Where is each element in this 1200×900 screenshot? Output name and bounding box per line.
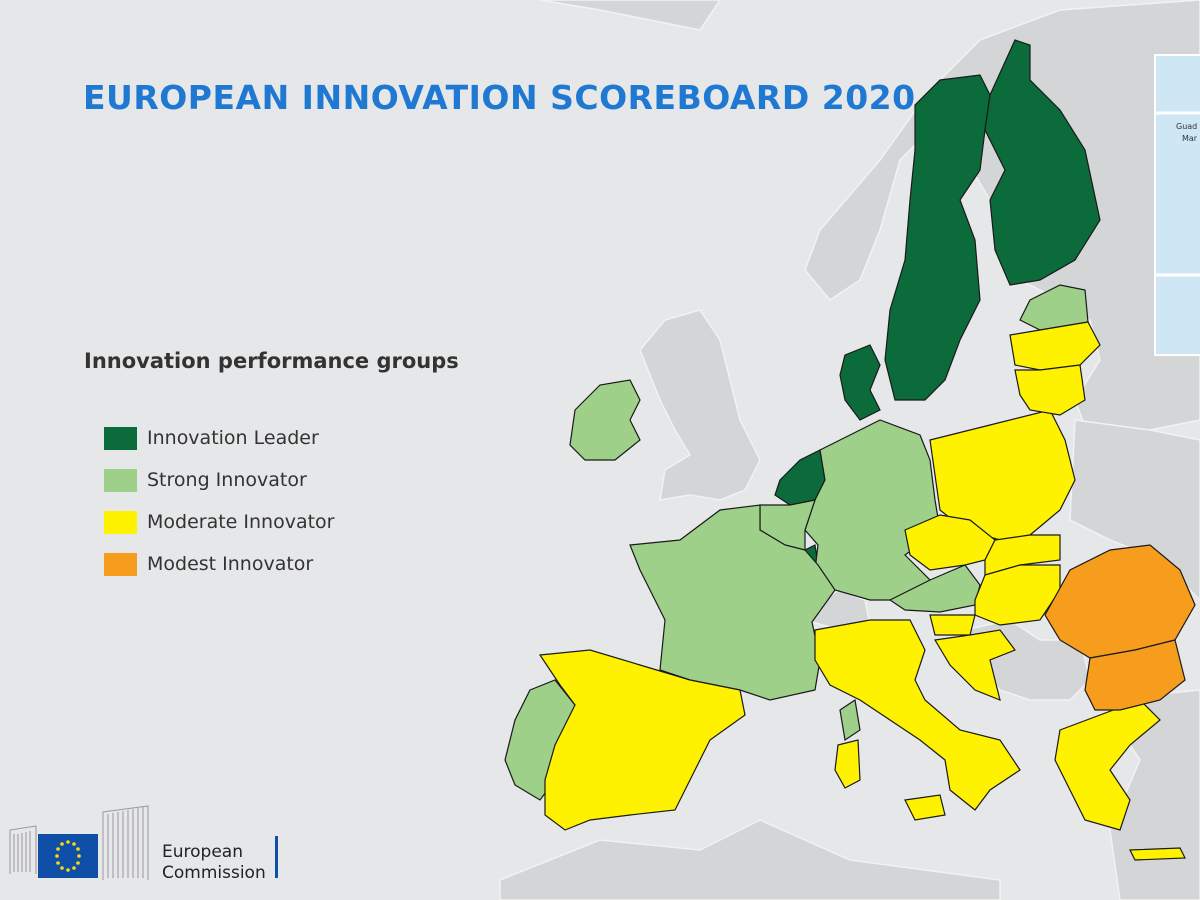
inset-label-1: Guad (1176, 122, 1198, 131)
legend-heading: Innovation performance groups (84, 349, 459, 373)
legend-swatch-modest-innovator (104, 552, 137, 576)
legend-item-moderate-innovator: Moderate Innovator (104, 508, 335, 536)
sicily (904, 794, 946, 821)
italy (814, 619, 1021, 811)
legend-item-innovation-leader: Innovation Leader (104, 424, 319, 452)
ec-wordmark: European Commission (162, 842, 266, 884)
innovation-leaders (774, 39, 1101, 569)
corsica (839, 698, 861, 742)
non-eu-land (499, 0, 1200, 900)
inset-label-2: Mar (1182, 134, 1198, 143)
legend-item-modest-innovator: Modest Innovator (104, 550, 313, 578)
slovakia (984, 534, 1061, 576)
germany (804, 419, 941, 601)
legend-label: Innovation Leader (147, 427, 319, 449)
iceland-land (539, 0, 721, 31)
strong-innovators (504, 284, 1089, 801)
legend-label: Strong Innovator (147, 469, 307, 491)
romania (1044, 544, 1196, 659)
eu-stars (55, 840, 81, 872)
outermost-inset (1154, 54, 1200, 356)
ec-wordmark-line1: European (162, 842, 243, 862)
legend-swatch-innovation-leader (104, 426, 137, 450)
poland (929, 409, 1076, 541)
ec-building-logo (9, 805, 149, 880)
sardinia (834, 739, 861, 789)
north-africa-land (499, 819, 1001, 900)
ireland (569, 379, 641, 461)
ec-wordmark-line2: Commission (162, 863, 266, 883)
bulgaria (1084, 639, 1186, 711)
sweden (884, 74, 991, 401)
crete (1129, 847, 1186, 861)
croatia (934, 629, 1016, 701)
legend-swatch-moderate-innovator (104, 510, 137, 534)
denmark (839, 344, 881, 421)
slovenia (929, 614, 976, 636)
legend-label: Moderate Innovator (147, 511, 335, 533)
turkey-land (1098, 689, 1200, 900)
legend-swatch-strong-innovator (104, 468, 137, 492)
lithuania (1014, 364, 1086, 416)
modest-innovators (1044, 544, 1196, 711)
spain (538, 649, 746, 831)
ec-divider (275, 836, 278, 878)
legend-label: Modest Innovator (147, 553, 314, 575)
moderate-innovators (538, 321, 1186, 861)
finland (984, 39, 1101, 286)
page-title: EUROPEAN INNOVATION SCOREBOARD 2020 (83, 78, 916, 117)
legend-item-strong-innovator: Strong Innovator (104, 466, 307, 494)
latvia (1009, 321, 1101, 371)
great-britain-land (639, 309, 761, 501)
